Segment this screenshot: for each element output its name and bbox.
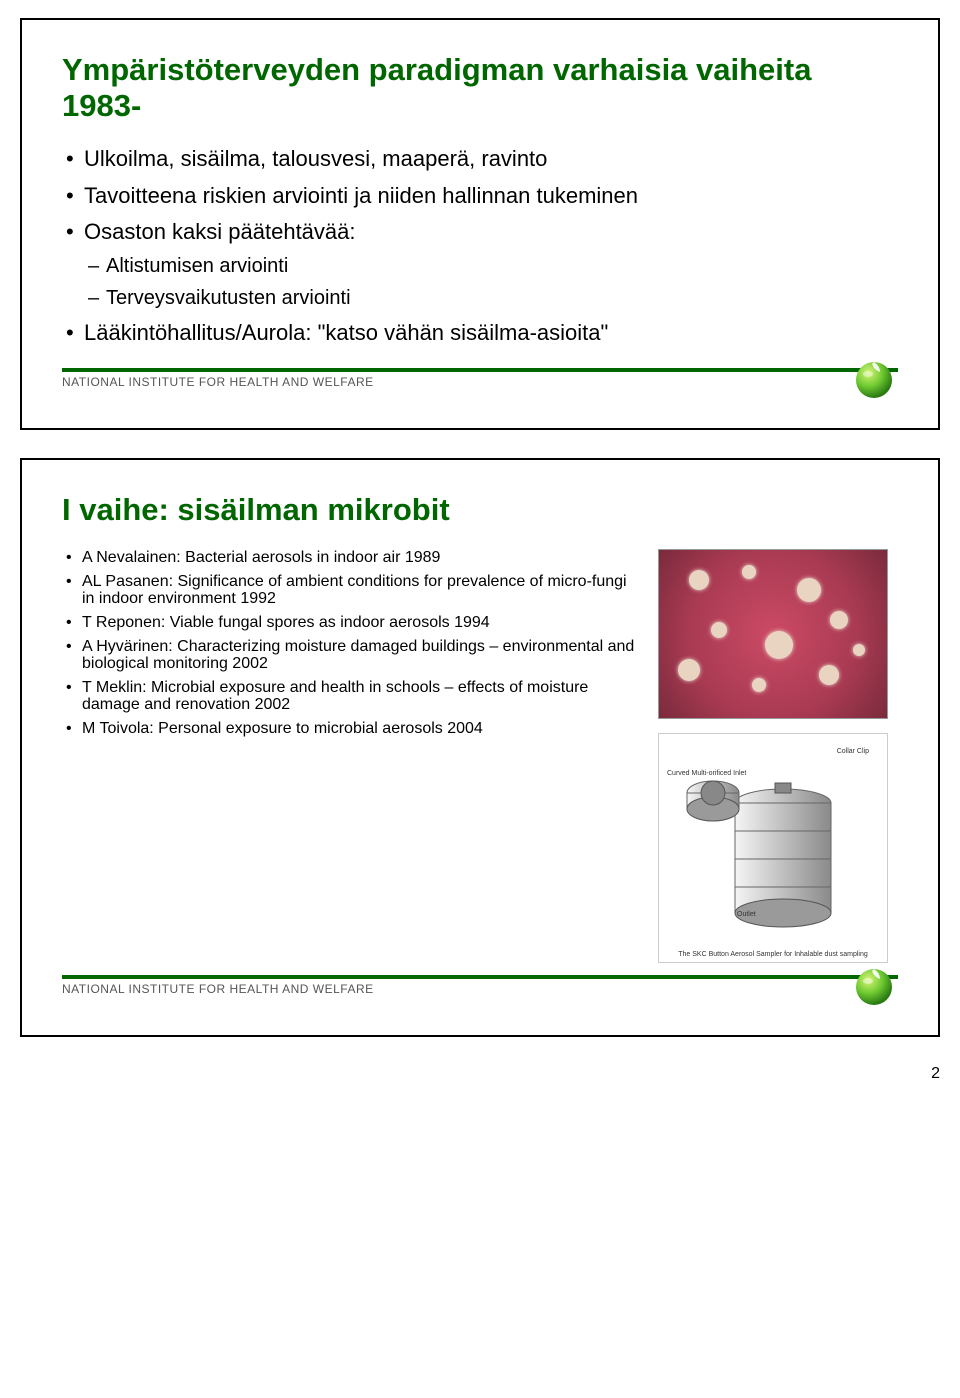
page-number: 2 [20, 1065, 940, 1083]
slide-2-content: A Nevalainen: Bacterial aerosols in indo… [62, 549, 898, 963]
bullet-item: Lääkintöhallitus/Aurola: "katso vähän si… [62, 319, 898, 348]
logo-orb-icon [850, 354, 898, 402]
sampler-label-clip: Collar Clip [837, 748, 869, 755]
slide-footer: NATIONAL INSTITUTE FOR HEALTH AND WELFAR… [62, 358, 898, 406]
slide-2-images: Collar Clip Curved Multi-orificed Inlet … [638, 549, 898, 963]
slide-1: Ympäristöterveyden paradigman varhaisia … [20, 18, 940, 430]
slide-2: I vaihe: sisäilman mikrobit A Nevalainen… [20, 458, 940, 1038]
sub-bullet-text: Altistumisen arviointi [106, 255, 288, 277]
bullet-text: T Meklin: Microbial exposure and health … [82, 679, 588, 714]
slide-1-bullets: Ulkoilma, sisäilma, talousvesi, maaperä,… [62, 145, 898, 347]
bullet-text: Ulkoilma, sisäilma, talousvesi, maaperä,… [84, 146, 547, 171]
bullet-text: Tavoitteena riskien arviointi ja niiden … [84, 183, 638, 208]
bullet-item: T Reponen: Viable fungal spores as indoo… [62, 614, 638, 632]
sub-bullet-text: Terveysvaikutusten arviointi [106, 287, 351, 309]
slide-footer: NATIONAL INSTITUTE FOR HEALTH AND WELFAR… [62, 965, 898, 1013]
bullet-text: T Reponen: Viable fungal spores as indoo… [82, 614, 490, 631]
bullet-item: Ulkoilma, sisäilma, talousvesi, maaperä,… [62, 145, 898, 174]
bullet-text: A Hyvärinen: Characterizing moisture dam… [82, 638, 634, 673]
bullet-item: T Meklin: Microbial exposure and health … [62, 679, 638, 714]
bullet-text: M Toivola: Personal exposure to microbia… [82, 720, 483, 737]
bullet-text: A Nevalainen: Bacterial aerosols in indo… [82, 549, 440, 566]
logo-orb-icon [850, 961, 898, 1009]
bullet-text: Lääkintöhallitus/Aurola: "katso vähän si… [84, 320, 608, 345]
sampler-label-inlet: Curved Multi-orificed Inlet [667, 770, 747, 777]
bullet-item: Osaston kaksi päätehtävää: Altistumisen … [62, 218, 898, 311]
sub-bullets: Altistumisen arviointi Terveysvaikutuste… [84, 253, 898, 311]
footer-text: NATIONAL INSTITUTE FOR HEALTH AND WELFAR… [62, 982, 374, 996]
sub-bullet-item: Altistumisen arviointi [84, 253, 898, 279]
bullet-item: A Hyvärinen: Characterizing moisture dam… [62, 638, 638, 673]
bullet-item: A Nevalainen: Bacterial aerosols in indo… [62, 549, 638, 567]
sub-bullet-item: Terveysvaikutusten arviointi [84, 285, 898, 311]
bullet-text: AL Pasanen: Significance of ambient cond… [82, 573, 627, 608]
slide-2-title: I vaihe: sisäilman mikrobit [62, 492, 898, 528]
slide-2-bullets: A Nevalainen: Bacterial aerosols in indo… [62, 549, 638, 737]
bullet-item: Tavoitteena riskien arviointi ja niiden … [62, 182, 898, 211]
bullet-item: M Toivola: Personal exposure to microbia… [62, 720, 638, 738]
petri-dish-image [658, 549, 888, 719]
sampler-caption: The SKC Button Aerosol Sampler for Inhal… [669, 951, 877, 958]
slide-1-title: Ympäristöterveyden paradigman varhaisia … [62, 52, 898, 123]
aerosol-sampler-image: Collar Clip Curved Multi-orificed Inlet … [658, 733, 888, 963]
sampler-label-outlet: Outlet [737, 911, 756, 918]
slide-2-bullets-col: A Nevalainen: Bacterial aerosols in indo… [62, 549, 638, 963]
bullet-text: Osaston kaksi päätehtävää: [84, 219, 356, 244]
footer-text: NATIONAL INSTITUTE FOR HEALTH AND WELFAR… [62, 375, 374, 389]
bullet-item: AL Pasanen: Significance of ambient cond… [62, 573, 638, 608]
